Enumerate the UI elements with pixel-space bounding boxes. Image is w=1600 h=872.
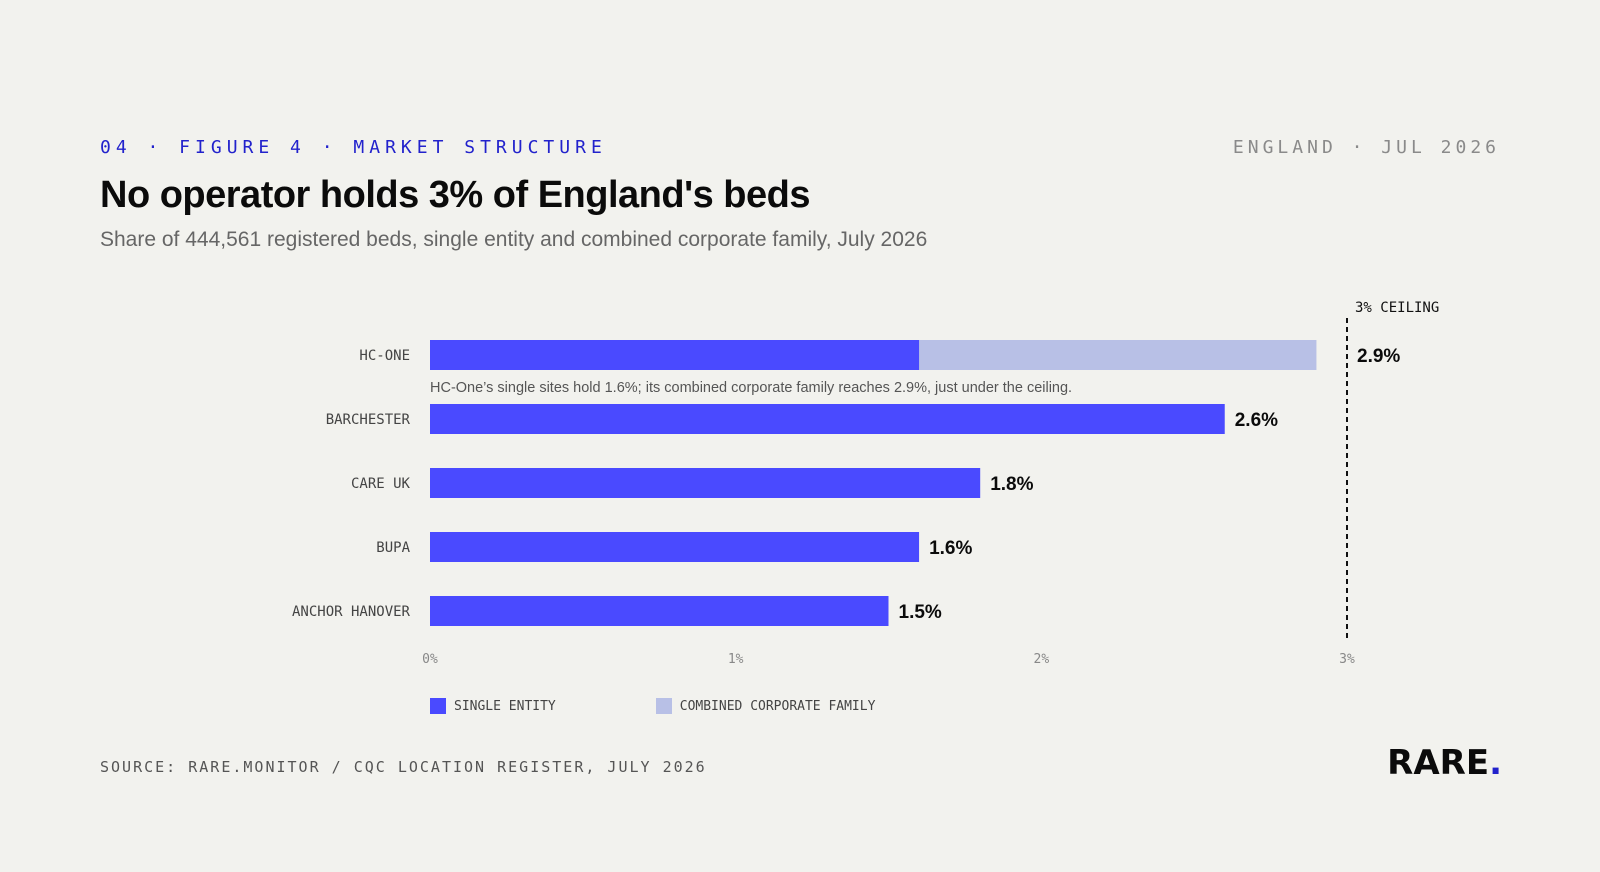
- data-label: 2.9%: [1357, 346, 1400, 367]
- bar-single: [430, 596, 889, 626]
- category-label: CARE UK: [351, 476, 411, 492]
- data-label: 1.8%: [990, 474, 1033, 495]
- legend-item-combined: COMBINED CORPORATE FAMILY: [655, 698, 876, 714]
- category-label: ANCHOR HANOVER: [292, 604, 411, 620]
- data-label: 2.6%: [1235, 410, 1278, 431]
- x-tick-label: 2%: [1034, 652, 1050, 667]
- x-tick-label: 3%: [1339, 652, 1355, 667]
- x-tick-label: 1%: [728, 652, 744, 667]
- source-note: SOURCE: RARE.MONITOR / CQC LOCATION REGI…: [100, 758, 707, 776]
- brand-dot: .: [1489, 743, 1502, 783]
- category-label: BARCHESTER: [326, 412, 411, 428]
- legend-label-single: SINGLE ENTITY: [454, 698, 556, 714]
- legend-item-single: SINGLE ENTITY: [430, 698, 556, 714]
- legend-label-combined: COMBINED CORPORATE FAMILY: [679, 698, 876, 714]
- figure-eyebrow: 04 · FIGURE 4 · MARKET STRUCTURE: [100, 137, 607, 158]
- brand-logo: RARE.: [1387, 743, 1502, 783]
- legend-swatch-combined: [655, 698, 672, 714]
- bar-single: [430, 532, 920, 562]
- bar-single: [430, 468, 981, 498]
- dateline: ENGLAND · JUL 2026: [1232, 137, 1500, 158]
- bar-annotation: HC-One’s single sites hold 1.6%; its com…: [430, 380, 1072, 396]
- x-tick-label: 0%: [422, 652, 438, 667]
- brand-wordmark: RARE: [1387, 743, 1490, 783]
- category-label: BUPA: [376, 540, 410, 556]
- data-label: 1.6%: [929, 538, 972, 559]
- chart-title: No operator holds 3% of England's beds: [100, 174, 811, 216]
- chart-subtitle: Share of 444,561 registered beds, single…: [100, 228, 928, 251]
- bar-single: [430, 340, 920, 370]
- legend-swatch-single: [430, 698, 446, 714]
- category-label: HC-ONE: [359, 348, 410, 364]
- ceiling-label: 3% CEILING: [1355, 300, 1439, 316]
- bar-single: [430, 404, 1225, 434]
- chart-legend: SINGLE ENTITY COMBINED CORPORATE FAMILY: [430, 698, 975, 714]
- data-label: 1.5%: [899, 602, 942, 623]
